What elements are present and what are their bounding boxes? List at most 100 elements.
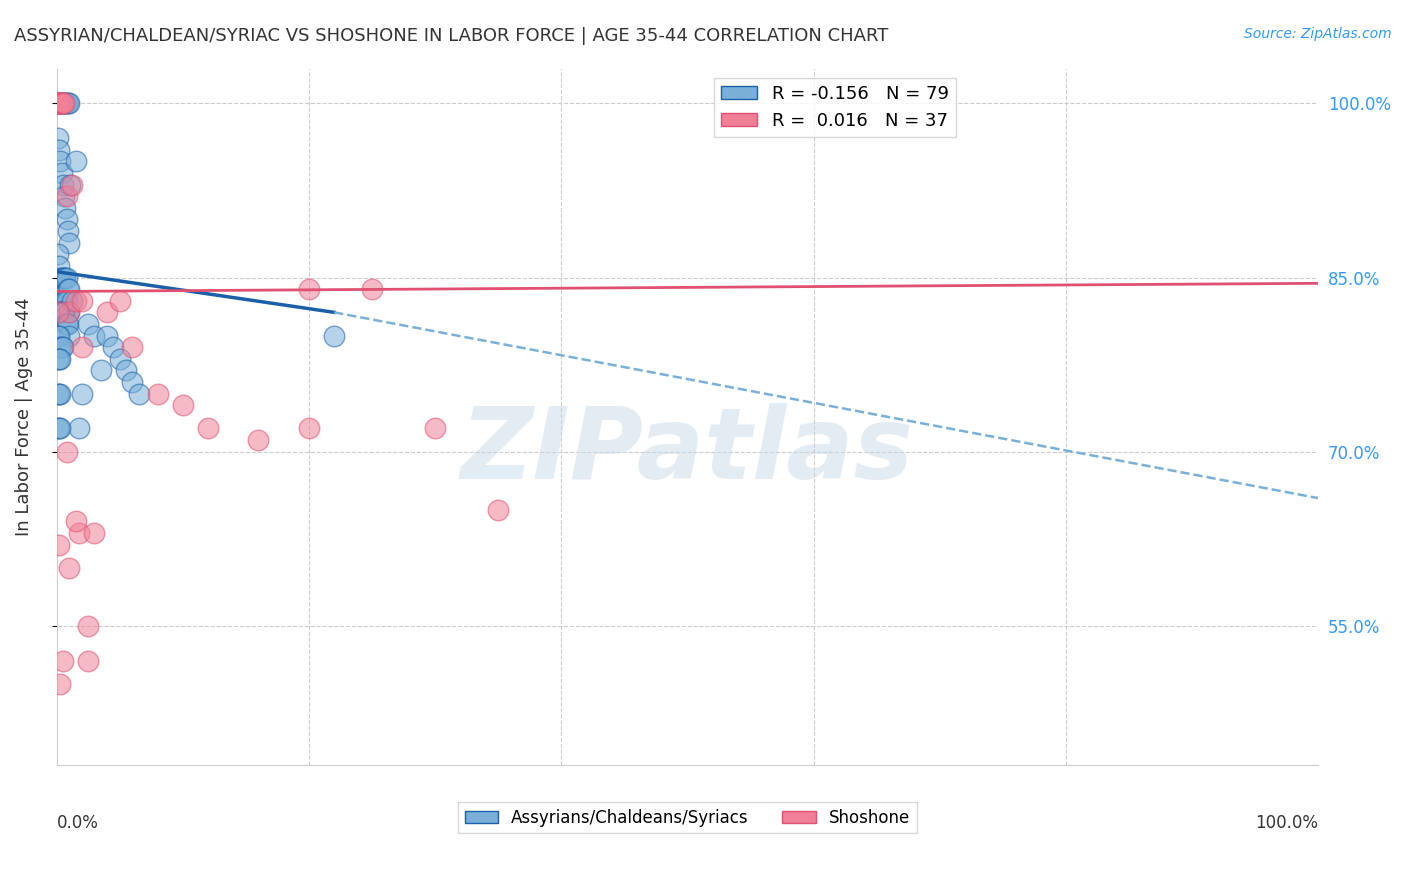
Point [58,328,80,343]
Point [90,363,112,377]
Point [48,386,70,401]
Point [146,386,169,401]
Point [55,317,77,331]
Point [58,561,80,575]
Point [46,351,69,366]
Point [56,317,79,331]
Point [46,328,69,343]
Point [65,154,87,169]
Y-axis label: In Labor Force | Age 35-44: In Labor Force | Age 35-44 [15,298,32,536]
Point [77,654,100,668]
Point [60,293,83,308]
Point [172,398,194,412]
Point [49,421,72,435]
Point [70,340,93,354]
Point [298,282,321,296]
Point [48,293,70,308]
Point [108,293,131,308]
Point [53,189,76,203]
Point [55,201,77,215]
Point [46,96,69,111]
Point [48,259,70,273]
Point [55,293,77,308]
Point [52,270,75,285]
Point [58,96,80,111]
Point [77,317,100,331]
Point [51,340,73,354]
Point [48,421,70,435]
Point [83,328,105,343]
Point [49,96,72,111]
Point [46,96,69,111]
Point [60,178,83,192]
Point [423,421,446,435]
Point [52,178,75,192]
Point [55,212,77,227]
Point [55,96,77,111]
Point [67,525,90,540]
Point [52,293,75,308]
Point [247,433,270,447]
Point [58,305,80,319]
Point [55,189,77,203]
Point [323,328,346,343]
Point [46,305,69,319]
Point [53,305,76,319]
Point [67,421,90,435]
Point [361,282,384,296]
Point [48,328,70,343]
Text: ZIPatlas: ZIPatlas [461,403,914,500]
Point [65,293,87,308]
Point [58,305,80,319]
Point [51,305,73,319]
Text: ASSYRIAN/CHALDEAN/SYRIAC VS SHOSHONE IN LABOR FORCE | AGE 35-44 CORRELATION CHAR: ASSYRIAN/CHALDEAN/SYRIAC VS SHOSHONE IN … [14,27,889,45]
Point [58,282,80,296]
Point [53,96,76,111]
Point [49,154,72,169]
Point [49,340,72,354]
Point [52,96,75,111]
Point [96,305,118,319]
Point [56,282,79,296]
Point [46,96,69,111]
Point [52,340,75,354]
Point [121,340,143,354]
Text: 0.0%: 0.0% [56,814,98,832]
Point [83,525,105,540]
Point [49,270,72,285]
Point [108,351,131,366]
Point [48,96,70,111]
Point [96,328,118,343]
Point [51,96,73,111]
Text: Source: ZipAtlas.com: Source: ZipAtlas.com [1244,27,1392,41]
Point [70,293,93,308]
Point [65,514,87,528]
Point [49,677,72,691]
Point [53,293,76,308]
Point [49,293,72,308]
Point [51,166,73,180]
Point [53,96,76,111]
Point [46,96,69,111]
Point [55,270,77,285]
Point [49,351,72,366]
Point [48,143,70,157]
Point [46,305,69,319]
Point [52,654,75,668]
Point [48,351,70,366]
Point [46,131,69,145]
Point [115,363,138,377]
Point [298,421,321,435]
Point [59,178,82,192]
Point [52,305,75,319]
Point [52,96,75,111]
Point [77,619,100,633]
Point [55,96,77,111]
Point [53,270,76,285]
Point [103,340,125,354]
Point [486,502,509,516]
Point [51,293,73,308]
Point [46,421,69,435]
Point [48,305,70,319]
Text: 100.0%: 100.0% [1256,814,1319,832]
